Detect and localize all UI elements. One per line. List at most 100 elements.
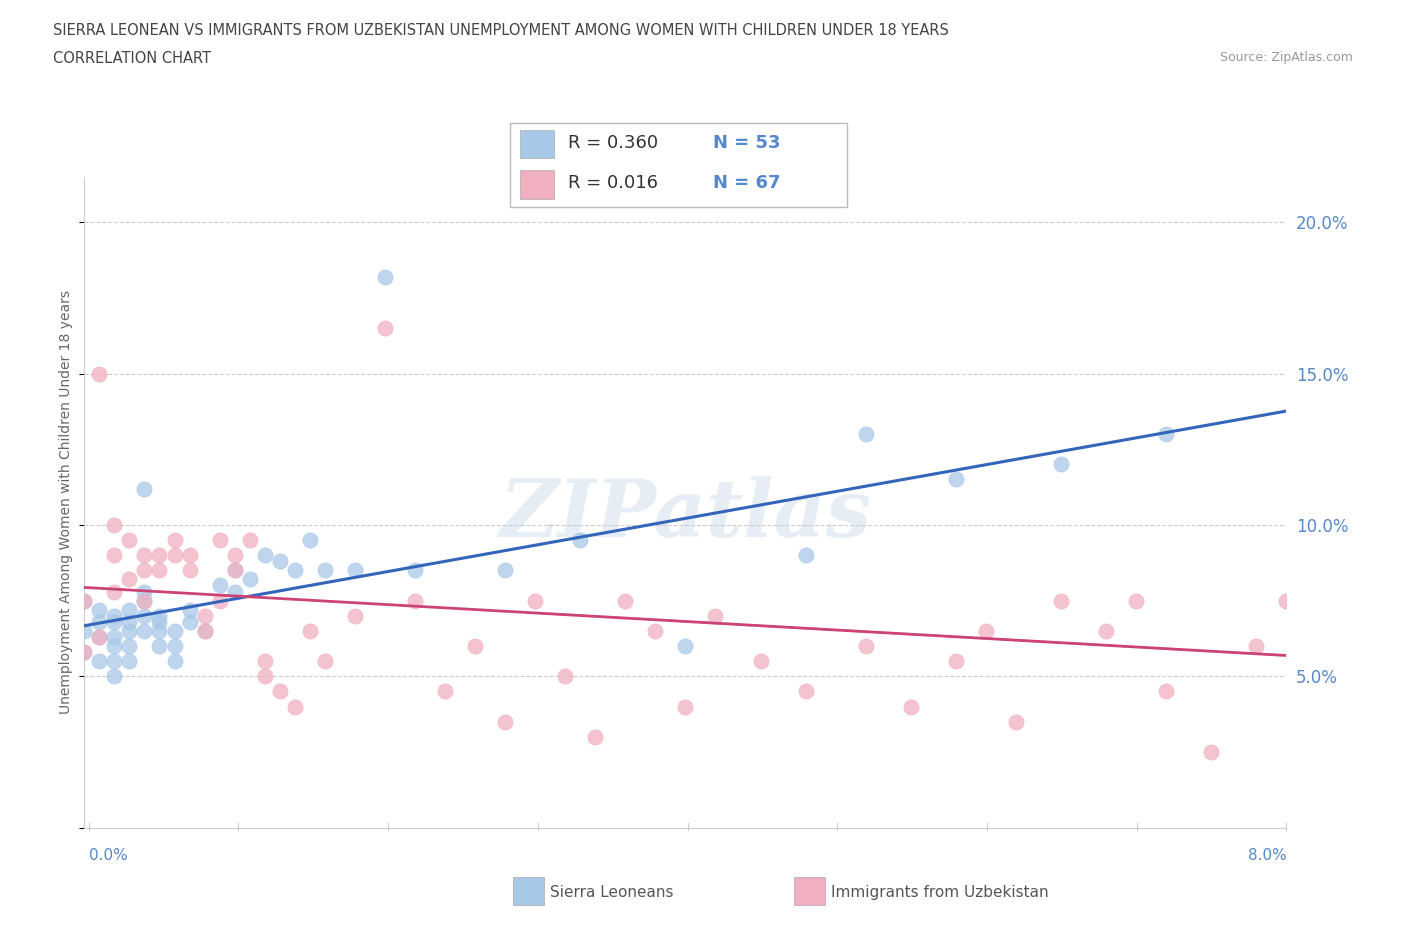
Point [73, 644, 96, 659]
Point [103, 615, 125, 630]
Point [118, 572, 141, 587]
Text: Source: ZipAtlas.com: Source: ZipAtlas.com [1219, 51, 1353, 64]
Point [1275, 593, 1298, 608]
Point [343, 608, 366, 623]
Point [208, 533, 231, 548]
Point [224, 563, 246, 578]
Point [134, 623, 156, 638]
Point [89, 630, 111, 644]
Point [314, 654, 336, 669]
Point [675, 639, 697, 654]
Point [224, 548, 246, 563]
Point [900, 699, 922, 714]
Point [118, 639, 141, 654]
Point [1050, 593, 1073, 608]
Point [253, 654, 276, 669]
Point [1395, 639, 1406, 654]
Point [434, 684, 457, 698]
Point [103, 639, 125, 654]
Point [494, 714, 516, 729]
Point [134, 563, 156, 578]
Point [945, 472, 967, 487]
FancyBboxPatch shape [520, 170, 554, 199]
Point [134, 584, 156, 599]
Text: Immigrants from Uzbekistan: Immigrants from Uzbekistan [831, 885, 1049, 900]
Point [374, 321, 396, 336]
Point [118, 603, 141, 618]
Point [974, 623, 997, 638]
Point [148, 639, 170, 654]
Point [284, 563, 307, 578]
Point [89, 654, 111, 669]
Point [1125, 593, 1147, 608]
Point [73, 593, 96, 608]
FancyBboxPatch shape [520, 130, 554, 158]
Point [148, 548, 170, 563]
Point [464, 639, 486, 654]
Point [148, 563, 170, 578]
Point [103, 654, 125, 669]
Text: 0.0%: 0.0% [89, 848, 128, 863]
Point [269, 553, 291, 568]
Point [103, 630, 125, 644]
Point [314, 563, 336, 578]
Point [163, 623, 186, 638]
Point [224, 563, 246, 578]
Point [644, 623, 666, 638]
Point [134, 481, 156, 496]
Point [89, 615, 111, 630]
Point [239, 533, 262, 548]
Text: R = 0.360: R = 0.360 [568, 135, 658, 153]
Point [675, 699, 697, 714]
Point [253, 669, 276, 684]
Point [103, 669, 125, 684]
Point [118, 654, 141, 669]
Point [524, 593, 547, 608]
Point [404, 563, 426, 578]
Point [239, 572, 262, 587]
Point [1246, 639, 1268, 654]
Point [208, 578, 231, 593]
Point [134, 593, 156, 608]
Point [89, 366, 111, 381]
Text: R = 0.016: R = 0.016 [568, 174, 658, 192]
Point [103, 608, 125, 623]
Point [179, 615, 201, 630]
Point [89, 630, 111, 644]
Point [224, 584, 246, 599]
Point [284, 699, 307, 714]
Point [374, 269, 396, 284]
Text: 8.0%: 8.0% [1247, 848, 1286, 863]
Point [298, 533, 321, 548]
Point [163, 654, 186, 669]
Point [794, 684, 817, 698]
Point [148, 623, 170, 638]
Point [134, 548, 156, 563]
Point [945, 654, 967, 669]
Point [855, 639, 877, 654]
Point [73, 644, 96, 659]
Point [103, 517, 125, 532]
Point [1156, 427, 1178, 442]
Point [163, 639, 186, 654]
Point [1365, 608, 1388, 623]
Point [163, 533, 186, 548]
Text: Sierra Leoneans: Sierra Leoneans [550, 885, 673, 900]
Point [298, 623, 321, 638]
Point [179, 603, 201, 618]
Point [1005, 714, 1028, 729]
Text: ZIPatlas: ZIPatlas [499, 476, 872, 554]
Point [855, 427, 877, 442]
Y-axis label: Unemployment Among Women with Children Under 18 years: Unemployment Among Women with Children U… [59, 290, 73, 714]
Point [148, 615, 170, 630]
Point [404, 593, 426, 608]
Point [118, 533, 141, 548]
Point [1156, 684, 1178, 698]
Text: N = 67: N = 67 [713, 174, 780, 192]
Point [118, 615, 141, 630]
Point [1305, 623, 1327, 638]
Text: CORRELATION CHART: CORRELATION CHART [53, 51, 211, 66]
Text: N = 53: N = 53 [713, 135, 780, 153]
Point [163, 548, 186, 563]
Point [194, 608, 217, 623]
